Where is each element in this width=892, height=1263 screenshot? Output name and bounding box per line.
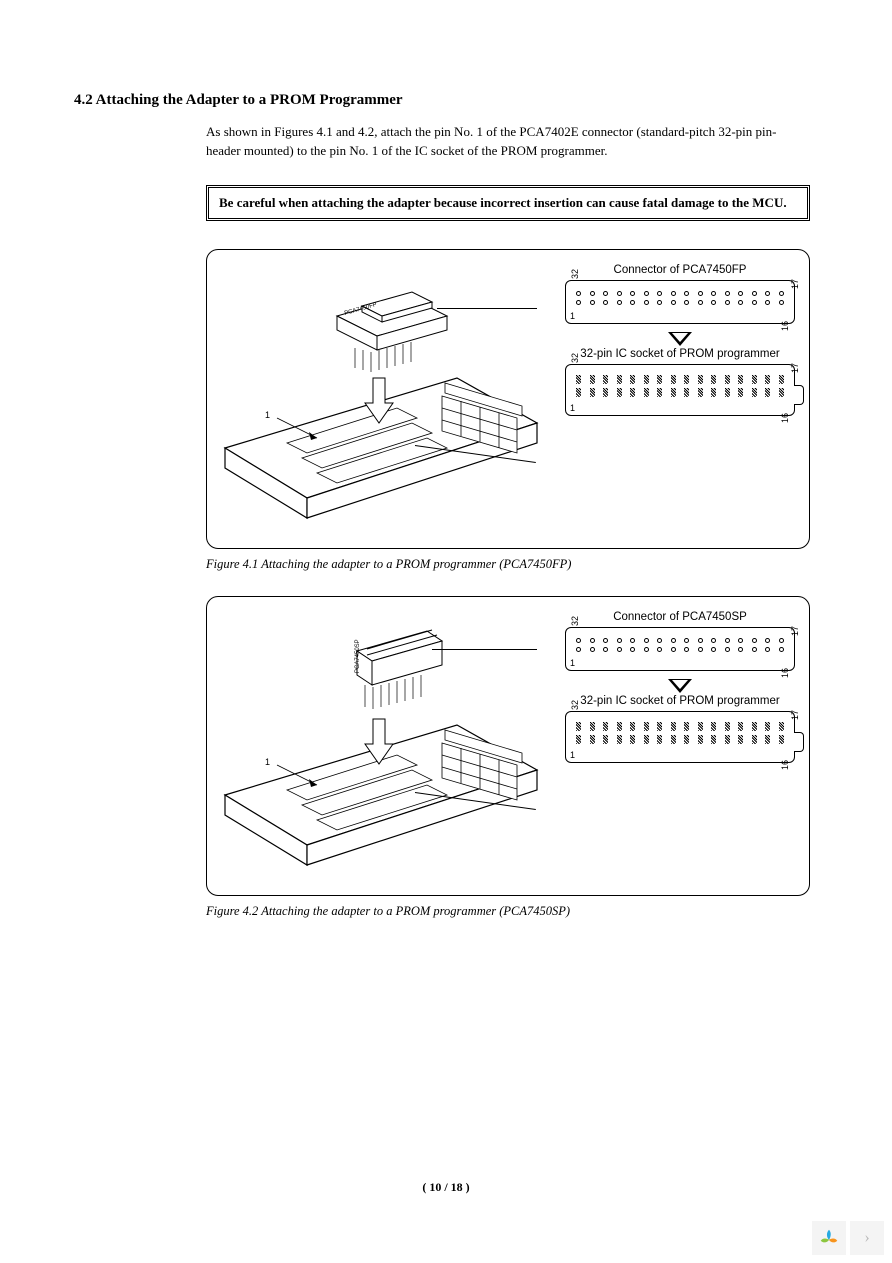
- pin-label: 17: [790, 710, 800, 720]
- warning-text: Be careful when attaching the adapter be…: [219, 194, 797, 212]
- figure-4-2: 1 PCA7450SP Connector of PCA7450SP 32 17…: [206, 596, 810, 896]
- pin-label: 17: [790, 363, 800, 373]
- programmer-illustration: 1 PCA7450SP: [217, 615, 547, 885]
- next-page-button[interactable]: ›: [850, 1221, 884, 1255]
- pin-label: 17: [790, 279, 800, 289]
- connector-box: 32 17 1 16: [565, 627, 795, 671]
- svg-text:1: 1: [265, 410, 270, 420]
- pin-label: 32: [570, 616, 580, 626]
- pin-row: [576, 386, 784, 399]
- yii-logo-icon[interactable]: [812, 1221, 846, 1255]
- connector-box: 32 17 1 16: [565, 280, 795, 324]
- lead-line: [437, 308, 537, 309]
- connector-panel: Connector of PCA7450SP 32 17 1 16 32-pin…: [565, 611, 795, 763]
- figure-4-1: 1 PCA7450FP Connector of PCA7450FP 32 17…: [206, 249, 810, 549]
- pin-label: 16: [780, 321, 790, 331]
- pin-label: 32: [570, 700, 580, 710]
- figure-caption: Figure 4.2 Attaching the adapter to a PR…: [206, 904, 818, 919]
- svg-text:1: 1: [265, 757, 270, 767]
- socket-lever-icon: [794, 732, 804, 752]
- page-content: 4.2 Attaching the Adapter to a PROM Prog…: [0, 0, 892, 983]
- pin-label: 1: [570, 658, 575, 668]
- pin-label: 16: [780, 413, 790, 423]
- socket-title: 32-pin IC socket of PROM programmer: [565, 348, 795, 360]
- figure-frame: 1 PCA7450FP Connector of PCA7450FP 32 17…: [206, 249, 810, 549]
- pin-row: [576, 636, 784, 645]
- pin-label: 1: [570, 311, 575, 321]
- section-title: 4.2 Attaching the Adapter to a PROM Prog…: [74, 92, 818, 109]
- pin-row: [576, 733, 784, 746]
- socket-lever-icon: [794, 385, 804, 405]
- warning-box: Be careful when attaching the adapter be…: [206, 185, 810, 221]
- socket-box: 32 17 1 16: [565, 364, 795, 416]
- lead-line: [432, 649, 537, 650]
- pin-label: 1: [570, 403, 575, 413]
- adapter-label: PCA7450SP: [355, 639, 361, 673]
- pin-row: [576, 298, 784, 307]
- figure-caption: Figure 4.1 Attaching the adapter to a PR…: [206, 557, 818, 572]
- arrow-down-icon: [668, 679, 692, 693]
- pin-label: 17: [790, 626, 800, 636]
- socket-title: 32-pin IC socket of PROM programmer: [565, 695, 795, 707]
- pin-label: 32: [570, 269, 580, 279]
- pin-label: 16: [780, 668, 790, 678]
- connector-title: Connector of PCA7450FP: [565, 264, 795, 276]
- connector-title: Connector of PCA7450SP: [565, 611, 795, 623]
- arrow-down-icon: [668, 332, 692, 346]
- page-number: ( 10 / 18 ): [0, 1180, 892, 1195]
- pin-label: 1: [570, 750, 575, 760]
- pin-label: 16: [780, 760, 790, 770]
- intro-paragraph: As shown in Figures 4.1 and 4.2, attach …: [206, 123, 810, 161]
- socket-box: 32 17 1 16: [565, 711, 795, 763]
- chevron-right-icon: ›: [864, 1229, 869, 1247]
- pin-label: 32: [570, 353, 580, 363]
- pin-row: [576, 720, 784, 733]
- figure-frame: 1 PCA7450SP Connector of PCA7450SP 32 17…: [206, 596, 810, 896]
- pin-row: [576, 645, 784, 654]
- viewer-badge: ›: [812, 1221, 884, 1255]
- pin-row: [576, 373, 784, 386]
- pin-row: [576, 289, 784, 298]
- connector-panel: Connector of PCA7450FP 32 17 1 16 32-pin…: [565, 264, 795, 416]
